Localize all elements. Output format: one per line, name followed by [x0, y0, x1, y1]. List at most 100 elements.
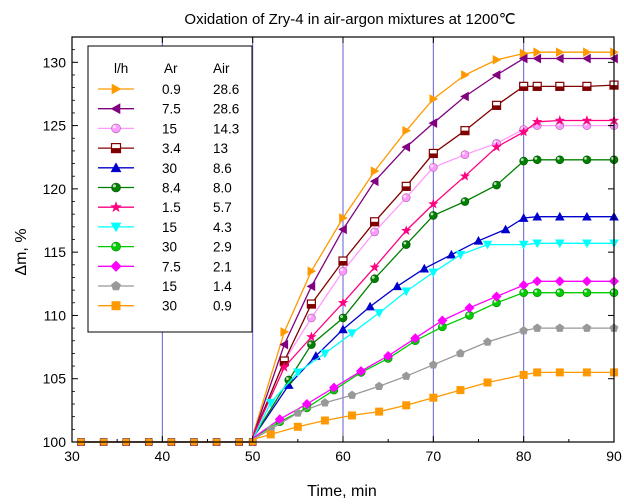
- data-point: [446, 249, 457, 259]
- data-point: [582, 211, 592, 221]
- legend-marker: [111, 241, 121, 252]
- data-point: [369, 261, 380, 272]
- data-point: [581, 115, 593, 125]
- data-point: [392, 281, 402, 291]
- data-point: [555, 288, 565, 297]
- data-point: [347, 390, 357, 399]
- data-point: [348, 411, 357, 420]
- data-point: [459, 170, 471, 181]
- data-point: [519, 370, 528, 379]
- data-point: [337, 297, 349, 308]
- series-line: [81, 371, 614, 443]
- data-point: [532, 276, 543, 287]
- data-point: [306, 281, 316, 292]
- data-point: [518, 240, 529, 250]
- data-point: [582, 288, 592, 297]
- data-point: [491, 141, 502, 152]
- reference-lines: [161, 37, 525, 442]
- data-point: [582, 81, 592, 91]
- data-point: [307, 340, 316, 349]
- data-point: [473, 235, 484, 245]
- data-point: [266, 430, 275, 439]
- y-axis-label: Δm, %: [13, 228, 30, 275]
- legend-marker: [111, 182, 121, 193]
- legend-air-value: 4.3: [213, 220, 232, 235]
- data-point: [428, 198, 439, 209]
- data-point: [461, 70, 470, 80]
- data-point: [555, 155, 565, 165]
- legend-entry: 30 2.9: [98, 240, 232, 255]
- y-tick-label: 125: [43, 118, 67, 134]
- data-point: [500, 224, 511, 234]
- data-point: [483, 337, 492, 346]
- data-point: [419, 263, 430, 273]
- x-tick-label: 70: [426, 448, 442, 464]
- legend-marker: [110, 260, 122, 272]
- data-point: [455, 250, 466, 260]
- data-point: [491, 291, 502, 302]
- y-tick-label: 130: [43, 54, 67, 70]
- data-point: [402, 401, 411, 410]
- legend-marker: [111, 280, 121, 291]
- data-point: [370, 274, 379, 284]
- data-point: [265, 398, 276, 408]
- legend-air-value: 1.4: [213, 279, 232, 294]
- data-point: [532, 323, 542, 332]
- data-point: [375, 407, 384, 416]
- data-point: [374, 309, 384, 318]
- data-point: [492, 180, 501, 190]
- data-point: [518, 213, 529, 222]
- legend-marker: [110, 222, 122, 233]
- data-point: [307, 313, 316, 323]
- data-point: [581, 276, 592, 287]
- series: [77, 368, 618, 446]
- data-point: [293, 368, 303, 378]
- data-point: [279, 361, 290, 372]
- data-point: [555, 47, 565, 57]
- data-point: [374, 381, 384, 391]
- legend-entry: 0.9 28.6: [98, 82, 239, 97]
- series: [77, 323, 619, 445]
- data-point: [306, 299, 316, 309]
- x-tick-label: 60: [335, 448, 351, 464]
- data-point: [306, 331, 317, 342]
- data-point: [519, 48, 529, 59]
- data-point: [532, 211, 543, 221]
- legend-air-value: 13: [213, 141, 228, 156]
- data-point: [582, 368, 591, 377]
- data-point: [555, 211, 565, 221]
- legend-air-value: 2.1: [213, 259, 232, 274]
- legend-entry: 3.4 13: [98, 141, 228, 156]
- data-point: [437, 315, 448, 326]
- data-point: [465, 311, 474, 320]
- data-point: [533, 368, 542, 377]
- data-point: [383, 350, 394, 361]
- y-tick-label: 105: [43, 371, 67, 387]
- legend-ar-value: 30: [162, 240, 177, 255]
- y-tick-label: 100: [43, 434, 67, 450]
- chart-title: Oxidation of Zry-4 in air-argon mixtures…: [184, 11, 515, 28]
- legend-marker: [110, 143, 122, 154]
- data-point: [518, 280, 529, 291]
- data-point: [347, 329, 357, 338]
- data-point: [483, 378, 492, 387]
- data-point: [301, 399, 312, 410]
- legend-marker: [111, 301, 121, 311]
- data-point: [280, 327, 290, 337]
- data-point: [293, 408, 303, 417]
- legend-header: Air: [213, 61, 230, 76]
- legend-ar-value: 8.4: [162, 181, 181, 196]
- legend-entry: 15 1.4: [98, 279, 232, 294]
- data-point: [532, 81, 542, 91]
- data-point: [370, 217, 380, 227]
- data-point: [555, 239, 565, 249]
- data-point: [370, 227, 379, 237]
- legend-ar-value: 15: [162, 121, 177, 136]
- data-point: [428, 268, 439, 278]
- x-axis-label: Time, min: [307, 483, 377, 500]
- data-point: [532, 239, 543, 249]
- data-point: [369, 176, 379, 187]
- data-point: [532, 155, 542, 165]
- data-point: [365, 301, 375, 311]
